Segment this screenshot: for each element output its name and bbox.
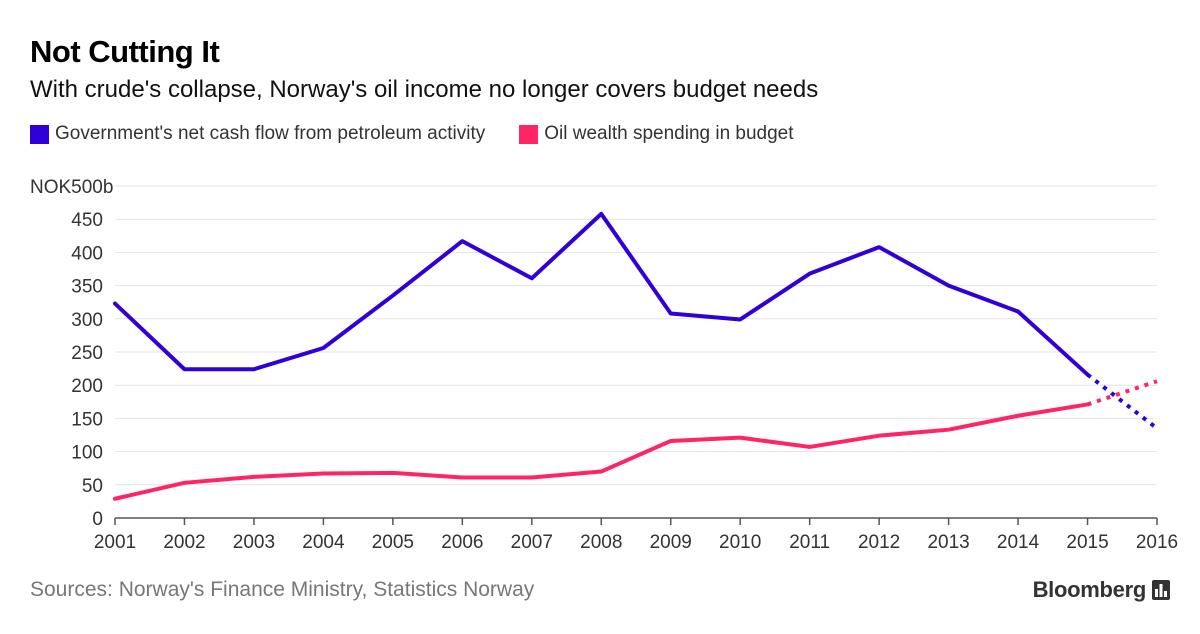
y-tick-label: 200 <box>71 376 103 397</box>
y-tick-label: 150 <box>71 409 103 430</box>
legend-label-spending: Oil wealth spending in budget <box>544 123 794 144</box>
x-tick-label: 2005 <box>372 532 414 553</box>
chart-title: Not Cutting It <box>30 34 220 69</box>
series-projection-cash-flow <box>1086 372 1159 430</box>
x-tick-label: 2015 <box>1066 532 1108 553</box>
series-line-spending <box>113 402 1090 501</box>
legend: Government's net cash flow from petroleu… <box>30 123 794 145</box>
x-tick-label: 2014 <box>997 532 1040 553</box>
x-tick-label: 2011 <box>789 532 830 553</box>
source-note: Sources: Norway's Finance Ministry, Stat… <box>30 578 535 601</box>
bar-chart-icon <box>1152 580 1170 600</box>
series-line-cash-flow <box>113 211 1090 377</box>
x-tick-label: 2002 <box>163 532 205 553</box>
x-tick-label: 2006 <box>441 532 483 553</box>
legend-label-cash-flow: Government's net cash flow from petroleu… <box>55 123 486 144</box>
legend-swatch-cash-flow <box>30 124 49 144</box>
x-tick-label: 2007 <box>511 532 553 553</box>
chart-subtitle: With crude's collapse, Norway's oil inco… <box>30 76 819 103</box>
x-tick-label: 2008 <box>580 532 622 553</box>
y-tick-label: 50 <box>82 476 103 497</box>
y-tick-label: NOK500b <box>30 177 113 198</box>
x-tick-label: 2001 <box>94 532 136 553</box>
brand-logo: Bloomberg <box>1033 577 1170 603</box>
x-tick-label: 2004 <box>302 532 345 553</box>
y-tick-label: 100 <box>71 443 103 464</box>
legend-swatch-spending <box>519 124 539 144</box>
y-tick-label: 450 <box>71 210 103 231</box>
y-tick-label: 250 <box>71 343 103 364</box>
x-tick-label: 2013 <box>927 532 969 553</box>
legend-item-cash-flow: Government's net cash flow from petroleu… <box>30 123 485 145</box>
x-tick-label: 2012 <box>858 532 900 553</box>
x-tick-label: 2009 <box>650 532 692 553</box>
legend-item-spending: Oil wealth spending in budget <box>519 123 794 145</box>
x-tick-label: 2010 <box>719 532 761 553</box>
y-tick-label: 300 <box>71 310 103 331</box>
x-tick-label: 2003 <box>233 532 275 553</box>
y-tick-label: 400 <box>71 243 103 264</box>
y-tick-label: 350 <box>71 277 103 298</box>
y-tick-label: 0 <box>92 509 103 530</box>
brand-name: Bloomberg <box>1032 577 1147 602</box>
x-tick-label: 2016 <box>1136 532 1178 553</box>
series-projection-spending <box>1086 379 1158 407</box>
